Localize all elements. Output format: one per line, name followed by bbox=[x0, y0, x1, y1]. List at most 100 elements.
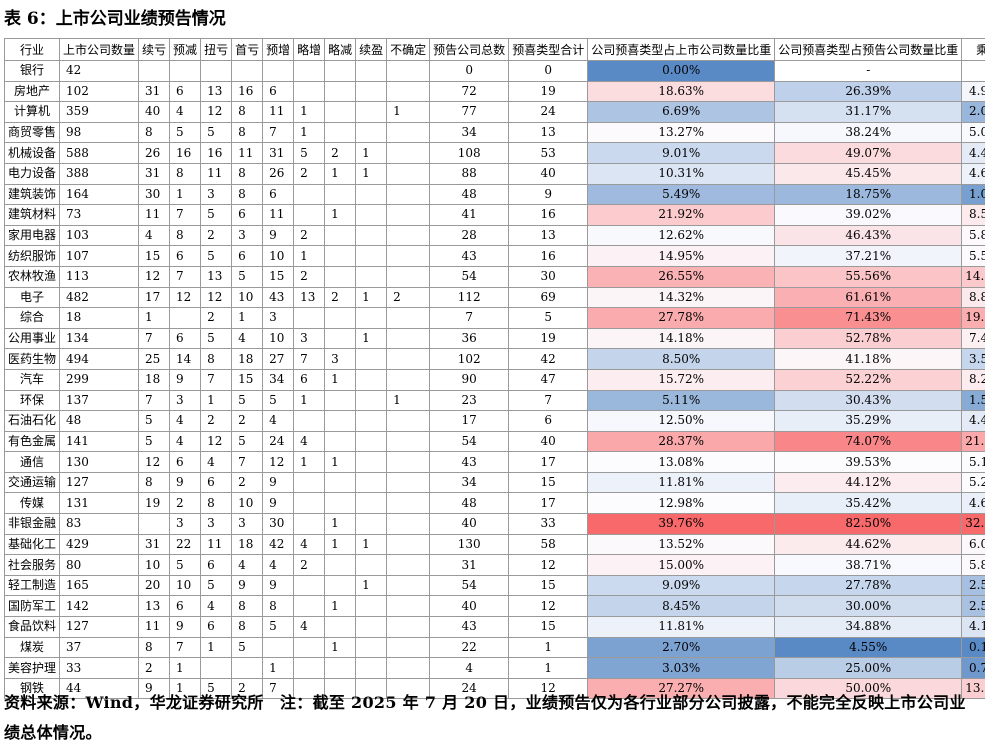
value-cell: 3 bbox=[200, 183, 233, 206]
value-cell: 54 bbox=[429, 430, 510, 453]
value-cell: 131 bbox=[59, 492, 140, 515]
industry-cell: 国防军工 bbox=[3, 595, 61, 618]
value-cell: 5.49% bbox=[587, 183, 776, 206]
value-cell: 8 bbox=[231, 101, 264, 123]
value-cell: 1 bbox=[231, 307, 264, 329]
value-cell: 30 bbox=[262, 513, 295, 535]
value-cell: 6 bbox=[169, 595, 202, 618]
value-cell: 44.12% bbox=[774, 471, 963, 494]
value-cell: 8.21% bbox=[961, 368, 985, 391]
value-cell: 12.62% bbox=[587, 224, 776, 247]
header-cell: 乘积 bbox=[961, 38, 985, 61]
value-cell: 27.78% bbox=[587, 307, 776, 329]
value-cell bbox=[386, 142, 431, 164]
value-cell: 3 bbox=[169, 513, 202, 535]
value-cell: 7 bbox=[293, 348, 326, 370]
value-cell: 1 bbox=[293, 121, 326, 144]
footnote: 资料来源：Wind，华龙证券研究所 注：截至 2025 年 7 月 20 日，业… bbox=[4, 693, 966, 742]
value-cell: 14.75% bbox=[961, 265, 985, 288]
value-cell: 3 bbox=[169, 389, 202, 412]
value-cell bbox=[355, 513, 388, 535]
value-cell: 4.69% bbox=[961, 162, 985, 185]
value-cell: 42 bbox=[262, 533, 295, 556]
value-cell bbox=[355, 101, 388, 123]
value-cell: 80 bbox=[59, 554, 140, 576]
value-cell: 127 bbox=[59, 471, 140, 494]
value-cell: 14 bbox=[169, 348, 202, 370]
value-cell: 43 bbox=[262, 286, 295, 309]
value-cell bbox=[293, 183, 326, 206]
value-cell: 5.07% bbox=[961, 121, 985, 144]
value-cell: 35.29% bbox=[774, 410, 963, 432]
value-cell bbox=[355, 471, 388, 494]
value-cell: 142 bbox=[59, 595, 140, 618]
value-cell: 18 bbox=[231, 533, 264, 556]
value-cell: 8 bbox=[231, 595, 264, 618]
value-cell: 6.03% bbox=[961, 533, 985, 556]
value-cell: 113 bbox=[59, 265, 140, 288]
value-cell: 17 bbox=[508, 451, 589, 473]
value-cell bbox=[324, 245, 357, 267]
value-cell: 482 bbox=[59, 286, 140, 309]
value-cell: 4 bbox=[262, 554, 295, 576]
value-cell: 34 bbox=[429, 471, 510, 494]
value-cell: 31 bbox=[262, 142, 295, 164]
value-cell bbox=[355, 245, 388, 267]
value-cell: 0 bbox=[508, 60, 589, 82]
value-cell: 3 bbox=[262, 307, 295, 329]
value-cell bbox=[293, 574, 326, 597]
value-cell bbox=[355, 451, 388, 473]
value-cell: 54 bbox=[429, 574, 510, 597]
value-cell: 8 bbox=[169, 162, 202, 185]
value-cell: 16 bbox=[200, 142, 233, 164]
value-cell: 27 bbox=[262, 348, 295, 370]
value-cell: 8.45% bbox=[587, 595, 776, 618]
data-table: 行业 上市公司数量 续亏 预减 扭亏 首亏 预增 略增 略减 续盈 不确定 预告公司总数 预喜类型合计公… bbox=[3, 38, 985, 700]
value-cell: 28.37% bbox=[587, 430, 776, 453]
value-cell: 5 bbox=[138, 430, 171, 453]
value-cell: 40 bbox=[429, 513, 510, 535]
value-cell: - bbox=[774, 60, 963, 82]
value-cell: 7 bbox=[429, 307, 510, 329]
value-cell: 38.24% bbox=[774, 121, 963, 144]
value-cell: 13.08% bbox=[587, 451, 776, 473]
value-cell bbox=[386, 60, 431, 82]
value-cell: 4 bbox=[169, 410, 202, 432]
value-cell: 52.78% bbox=[774, 327, 963, 350]
value-cell: 1 bbox=[324, 204, 357, 226]
industry-cell: 农林牧渔 bbox=[3, 265, 61, 288]
value-cell: 18.75% bbox=[774, 183, 963, 206]
value-cell: 27.27% bbox=[587, 677, 776, 700]
value-cell: 19 bbox=[508, 327, 589, 350]
value-cell: 43 bbox=[429, 451, 510, 473]
header-cell: 预告公司总数 bbox=[429, 38, 510, 61]
value-cell: 3 bbox=[231, 513, 264, 535]
value-cell: 4.92% bbox=[961, 80, 985, 103]
value-cell bbox=[324, 410, 357, 432]
value-cell: 22 bbox=[429, 636, 510, 659]
value-cell bbox=[293, 410, 326, 432]
industry-cell: 非银金融 bbox=[3, 513, 61, 535]
value-cell bbox=[386, 121, 431, 144]
table-row: 机械设备5882616161131521108539.01%49.07%4.42… bbox=[3, 142, 985, 164]
value-cell: 5 bbox=[293, 142, 326, 164]
value-cell bbox=[262, 60, 295, 82]
value-cell: 3.03% bbox=[587, 657, 776, 679]
value-cell: 13.27% bbox=[587, 121, 776, 144]
value-cell bbox=[386, 492, 431, 515]
value-cell: 9 bbox=[262, 471, 295, 494]
value-cell: 7 bbox=[169, 265, 202, 288]
value-cell: 4 bbox=[293, 616, 326, 638]
value-cell: 44.62% bbox=[774, 533, 963, 556]
value-cell bbox=[324, 574, 357, 597]
industry-cell: 建筑装饰 bbox=[3, 183, 61, 206]
value-cell: 42 bbox=[59, 60, 140, 82]
value-cell: 141 bbox=[59, 430, 140, 453]
value-cell bbox=[231, 60, 264, 82]
